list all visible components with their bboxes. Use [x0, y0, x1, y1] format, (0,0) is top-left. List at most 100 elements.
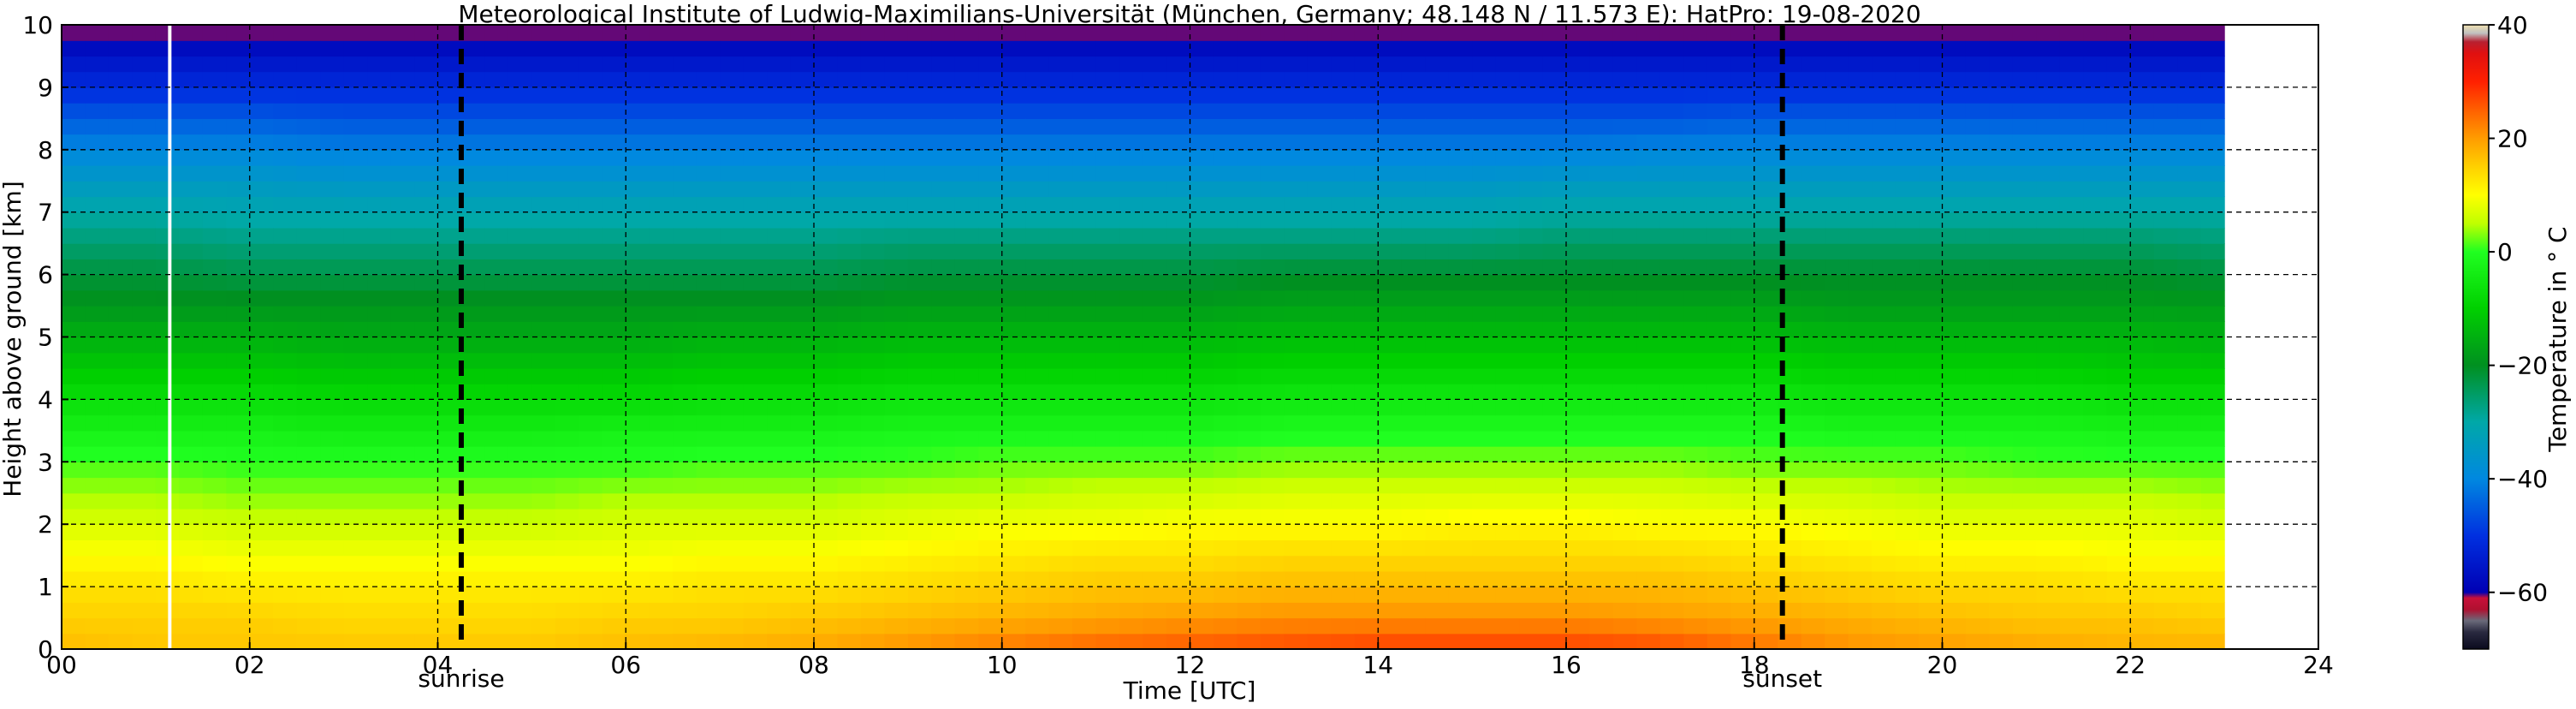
heatmap-cell	[931, 86, 956, 104]
heatmap-cell	[1190, 555, 1214, 572]
heatmap-cell	[1636, 306, 1661, 322]
heatmap-cell	[1872, 71, 1896, 88]
heatmap-cell	[907, 337, 932, 354]
heatmap-cell	[954, 633, 979, 650]
heatmap-cell	[1166, 118, 1191, 135]
heatmap-cell	[1260, 587, 1285, 603]
heatmap-cell	[1895, 40, 1920, 57]
heatmap-cell	[1307, 25, 1332, 41]
heatmap-cell	[954, 430, 979, 447]
heatmap-cell	[62, 306, 86, 322]
heatmap-cell	[1190, 118, 1214, 135]
heatmap-cell	[1001, 181, 1026, 198]
heatmap-cell	[579, 446, 603, 462]
heatmap-cell	[649, 337, 674, 354]
heatmap-cell	[1683, 462, 1708, 479]
heatmap-cell	[1566, 602, 1591, 619]
heatmap-cell	[296, 134, 321, 151]
heatmap-cell	[1872, 570, 1896, 587]
heatmap-cell	[155, 243, 180, 259]
heatmap-cell	[1472, 103, 1497, 119]
heatmap-cell	[2012, 243, 2037, 259]
heatmap-cell	[1025, 337, 1050, 354]
heatmap-cell	[1425, 462, 1450, 479]
heatmap-cell	[743, 414, 768, 432]
heatmap-cell	[696, 384, 721, 400]
heatmap-cell	[696, 492, 721, 509]
heatmap-cell	[1612, 181, 1638, 198]
heatmap-cell	[2083, 539, 2108, 557]
heatmap-cell	[2130, 587, 2155, 603]
heatmap-cell	[2059, 25, 2084, 41]
heatmap-cell	[696, 477, 721, 494]
heatmap-cell	[132, 570, 157, 587]
heatmap-cell	[626, 103, 650, 119]
heatmap-cell	[626, 367, 650, 384]
x-tick-label: 00	[46, 651, 77, 679]
heatmap-cell	[602, 508, 626, 525]
heatmap-cell	[884, 306, 909, 322]
heatmap-cell	[1237, 40, 1261, 57]
heatmap-cell	[1166, 165, 1191, 182]
heatmap-cell	[1307, 181, 1332, 198]
heatmap-cell	[931, 165, 956, 182]
heatmap-cell	[720, 243, 745, 259]
heatmap-cell	[1495, 524, 1520, 541]
heatmap-cell	[1542, 367, 1567, 384]
heatmap-cell	[907, 633, 932, 650]
heatmap-cell	[978, 212, 1003, 229]
heatmap-cell	[2059, 321, 2084, 338]
heatmap-cell	[1636, 570, 1661, 587]
heatmap-cell	[1378, 181, 1403, 198]
heatmap-cell	[132, 462, 157, 479]
heatmap-cell	[390, 477, 415, 494]
heatmap-cell	[1989, 40, 2014, 57]
heatmap-cell	[1025, 587, 1050, 603]
heatmap-cell	[1166, 289, 1191, 307]
heatmap-cell	[1895, 477, 1920, 494]
heatmap-cell	[1472, 227, 1497, 244]
heatmap-cell	[1612, 367, 1638, 384]
heatmap-cell	[2036, 259, 2061, 276]
heatmap-cell	[2130, 71, 2155, 88]
heatmap-cell	[1989, 306, 2014, 322]
heatmap-cell	[1425, 181, 1450, 198]
heatmap-cell	[1989, 539, 2014, 557]
heatmap-cell	[1401, 86, 1426, 104]
heatmap-cell	[720, 352, 745, 369]
heatmap-cell	[85, 321, 110, 338]
heatmap-cell	[1425, 289, 1450, 307]
heatmap-cell	[2083, 430, 2108, 447]
heatmap-cell	[1425, 25, 1450, 41]
heatmap-cell	[626, 430, 650, 447]
heatmap-cell	[1354, 555, 1379, 572]
heatmap-cell	[1848, 321, 1873, 338]
heatmap-cell	[343, 40, 368, 57]
heatmap-cell	[1754, 56, 1778, 73]
heatmap-cell	[1519, 462, 1544, 479]
heatmap-cell	[273, 40, 298, 57]
heatmap-cell	[226, 430, 251, 447]
heatmap-cell	[2036, 555, 2061, 572]
heatmap-cell	[2153, 321, 2178, 338]
heatmap-cell	[414, 196, 439, 213]
heatmap-cell	[767, 181, 792, 198]
heatmap-cell	[978, 274, 1003, 291]
heatmap-cell	[720, 40, 745, 57]
heatmap-cell	[367, 25, 392, 41]
heatmap-cell	[2177, 602, 2202, 619]
heatmap-cell	[1612, 570, 1638, 587]
heatmap-cell	[1425, 352, 1450, 369]
heatmap-cell	[1566, 524, 1591, 541]
heatmap-cell	[2177, 414, 2202, 432]
heatmap-cell	[814, 602, 839, 619]
heatmap-cell	[1095, 196, 1120, 213]
heatmap-cell	[460, 321, 486, 338]
heatmap-cell	[626, 352, 650, 369]
heatmap-cell	[2153, 259, 2178, 276]
heatmap-cell	[814, 508, 839, 525]
heatmap-cell	[1801, 587, 1825, 603]
heatmap-cell	[814, 477, 839, 494]
heatmap-cell	[1378, 165, 1403, 182]
heatmap-cell	[1072, 25, 1097, 41]
